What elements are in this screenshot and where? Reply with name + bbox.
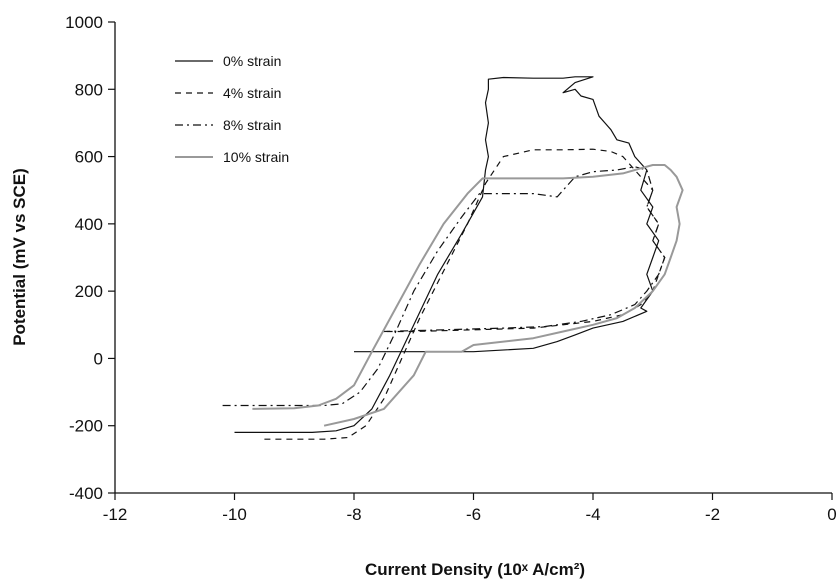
- legend-label-2: 8% strain: [223, 117, 281, 133]
- y-tick-label: -200: [69, 417, 103, 436]
- series-line-0: [234, 76, 660, 433]
- x-tick-label: -10: [222, 505, 247, 524]
- legend-label-1: 4% strain: [223, 85, 281, 101]
- y-tick-label: 400: [75, 215, 103, 234]
- y-tick-label: 200: [75, 282, 103, 301]
- series-line-1: [264, 148, 666, 440]
- x-tick-label: -2: [705, 505, 720, 524]
- legend: 0% strain 4% strain 8% strain 10% strain: [175, 53, 289, 165]
- x-tick-label: -4: [585, 505, 600, 524]
- legend-label-0: 0% strain: [223, 53, 281, 69]
- series-layer: [222, 76, 684, 440]
- x-tick-label: -6: [466, 505, 481, 524]
- y-tick-label: 0: [94, 349, 103, 368]
- x-tick-label: -12: [103, 505, 128, 524]
- x-axis-title: Current Density (10ˣ A/cm²): [365, 560, 585, 579]
- axes: -400 -200 0 200 400 600 800 1000 -12 -10 -8 -6 -4 -2 0: [65, 13, 837, 524]
- y-tick-label: 800: [75, 80, 103, 99]
- legend-label-3: 10% strain: [223, 149, 289, 165]
- series-line-3: [252, 164, 684, 427]
- series-line-2: [222, 166, 666, 407]
- x-tick-label: 0: [827, 505, 836, 524]
- y-tick-label: 600: [75, 148, 103, 167]
- y-tick-label: -400: [69, 484, 103, 503]
- y-tick-label: 1000: [65, 13, 103, 32]
- x-tick-label: -8: [346, 505, 361, 524]
- y-axis-title: Potential (mV vs SCE): [10, 168, 29, 346]
